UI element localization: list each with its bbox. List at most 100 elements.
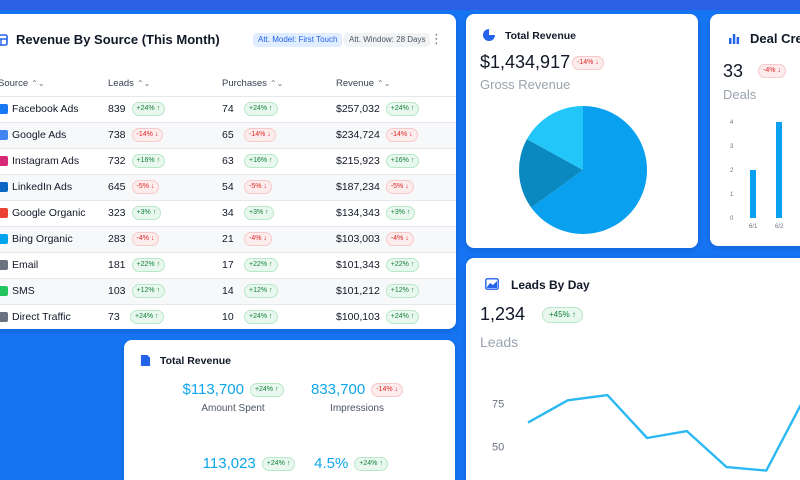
change-text: +12%: [390, 287, 409, 294]
google-ads-icon: [0, 130, 8, 141]
table-row[interactable]: Google Organic 323 +3% ↑ 34 +3% ↑ $134,343 +3%…: [0, 200, 456, 227]
area-chart-icon: [485, 278, 499, 290]
column-header-revenue[interactable]: Revenue ⌃⌄: [336, 71, 456, 97]
source-name: Email: [12, 259, 39, 271]
more-options-icon[interactable]: ⋮: [430, 31, 443, 46]
metric-amount-spent: $113,700 +24% ↑ Amount Spent: [168, 381, 298, 414]
source-cell: Google Organic: [0, 200, 108, 227]
table-row[interactable]: Email 181 +22% ↑ 17 +22% ↑ $101,343 +22% ↑: [0, 252, 456, 279]
source-cell: Bing Organic: [0, 226, 108, 253]
sort-icon: ⌃⌄: [31, 78, 45, 88]
change-badge: +16% ↑: [385, 154, 420, 168]
metric-value: 4.5%: [314, 455, 349, 472]
change-badge: +12% ↑: [385, 284, 420, 298]
change-text: +24%: [359, 459, 378, 467]
metric-value: 113,023: [202, 455, 256, 472]
change-badge: -14% ↓: [244, 128, 276, 142]
change-badge: +24% ↑: [385, 310, 420, 324]
instagram-icon: [0, 156, 8, 167]
document-icon: [140, 355, 151, 366]
change-badge: +24% ↑: [354, 456, 388, 471]
sort-icon: ⌃⌄: [136, 78, 151, 88]
leads-cell: 283 -4% ↓: [108, 226, 222, 253]
change-text: +3%: [249, 209, 264, 216]
revenue-cell: $187,234 -5% ↓: [336, 174, 456, 201]
change-badge: -5% ↓: [385, 180, 414, 194]
change-text: -14%: [249, 131, 266, 138]
leads-value: 1,234: [480, 304, 526, 324]
pie-slice: [531, 106, 647, 235]
purchases-cell: 34 +3% ↑: [222, 200, 336, 227]
table-row[interactable]: Instagram Ads 732 +16% ↑ 63 +16% ↑ $215,923 +1…: [0, 148, 456, 175]
change-text: +24%: [390, 313, 409, 320]
source-cell: Facebook Ads: [0, 96, 108, 123]
y-tick-label: 0: [730, 216, 734, 222]
purchases-value: 14: [222, 284, 234, 297]
google-icon: [0, 208, 8, 219]
bar[interactable]: [750, 170, 756, 218]
attribution-window-chip[interactable]: Att. Window: 28 Days: [344, 33, 431, 47]
purchases-value: 34: [222, 206, 234, 219]
change-badge: +3% ↑: [131, 206, 162, 220]
metric-fourth: 4.5% +24% ↑: [286, 455, 416, 477]
change-text: +22%: [249, 261, 268, 268]
purchases-cell: 74 +24% ↑: [222, 96, 336, 123]
metric-label: Leads: [480, 334, 519, 350]
leads-value: 323: [108, 206, 126, 219]
column-header-source[interactable]: Source ⌃⌄: [0, 71, 108, 97]
purchases-value: 74: [222, 102, 234, 115]
pie-chart-icon: [483, 29, 495, 41]
table-row[interactable]: LinkedIn Ads 645 -5% ↓ 54 -5% ↓ $187,234 -5% ↓: [0, 174, 456, 201]
change-text: +24%: [135, 313, 154, 320]
revenue-value: $101,343: [336, 258, 380, 271]
table-row[interactable]: Direct Traffic 73 +24% ↑ 10 +24% ↑ $100,103 +2…: [0, 304, 456, 329]
column-header-purchases[interactable]: Purchases ⌃⌄: [222, 71, 336, 97]
metric-label: Amount Spent: [201, 403, 265, 414]
purchases-value: 10: [222, 310, 234, 323]
leads-value: 283: [108, 232, 126, 245]
source-cell: Email: [0, 252, 108, 279]
change-badge: -5% ↓: [131, 180, 160, 194]
change-badge: -14% ↓: [371, 382, 404, 397]
column-header-leads[interactable]: Leads ⌃⌄: [108, 71, 222, 97]
change-badge: +24% ↑: [131, 102, 166, 116]
leads-cell: 645 -5% ↓: [108, 174, 222, 201]
change-badge: +24% ↑: [385, 102, 420, 116]
source-name: Instagram Ads: [12, 155, 80, 167]
table-row[interactable]: Facebook Ads 839 +24% ↑ 74 +24% ↑ $257,032 +24…: [0, 96, 456, 123]
source-cell: Direct Traffic: [0, 304, 108, 329]
leads-value: 73: [108, 310, 120, 323]
change-text: +12%: [249, 287, 268, 294]
deals-created-card: Deal Crea 33 -4% ↓ Deals 4 3 2 1 0 6/1 6/2: [710, 14, 800, 246]
revenue-value: $103,003: [336, 232, 380, 245]
column-label: Leads: [108, 77, 134, 89]
leads-by-day-card: Leads By Day 1,234 +45% ↑ Leads 755025: [466, 258, 800, 480]
y-tick-label: 3: [730, 144, 734, 150]
bar-chart-icon: [729, 34, 740, 44]
revenue-value: $134,343: [336, 206, 380, 219]
link-icon: [0, 312, 8, 323]
revenue-value: $100,103: [336, 310, 380, 323]
table-row[interactable]: Google Ads 738 -14% ↓ 65 -14% ↓ $234,724 -14% …: [0, 122, 456, 149]
column-label: Source: [0, 77, 29, 89]
change-badge: +16% ↑: [131, 154, 166, 168]
attribution-model-chip[interactable]: Att. Model: First Touch: [253, 33, 343, 47]
change-badge: +24% ↑: [261, 456, 296, 471]
card-title: Total Revenue: [505, 30, 576, 42]
source-name: Direct Traffic: [12, 311, 71, 323]
card-title: Deal Crea: [750, 31, 800, 46]
table-row[interactable]: SMS 103 +12% ↑ 14 +12% ↑ $101,212 +12% ↑: [0, 278, 456, 305]
change-badge: +45% ↑: [542, 307, 583, 323]
purchases-cell: 54 -5% ↓: [222, 174, 336, 201]
change-text: +16%: [136, 157, 155, 164]
change-text: -5%: [390, 183, 404, 190]
table-row[interactable]: Bing Organic 283 -4% ↓ 21 -4% ↓ $103,003 -4% ↓: [0, 226, 456, 253]
metric-label: Impressions: [330, 403, 384, 414]
change-text: -5%: [249, 183, 262, 190]
change-text: +24%: [136, 105, 155, 112]
leads-value: 103: [108, 284, 126, 297]
change-badge: -4% ↓: [385, 232, 414, 246]
change-text: -14%: [376, 385, 393, 393]
change-text: +45%: [549, 310, 570, 319]
bar[interactable]: [776, 122, 782, 218]
